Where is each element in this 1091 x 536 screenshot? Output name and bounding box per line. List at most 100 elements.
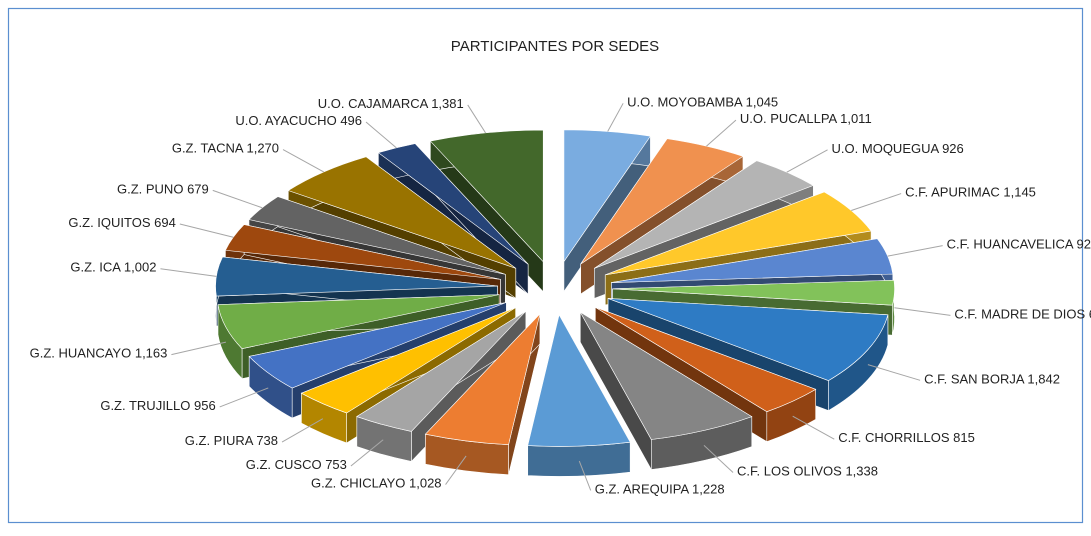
slice (580, 138, 744, 265)
category-name: U.O. AYACUCHO (235, 113, 336, 128)
value-label: 1,045 (746, 95, 779, 110)
leader-line (703, 445, 734, 473)
category-name: U.O. MOQUEGUA (832, 141, 940, 156)
data-label: G.Z. TACNA 1,270 (172, 141, 279, 156)
value-label: 679 (187, 182, 209, 197)
value-label: 738 (256, 433, 278, 448)
leader-line (219, 387, 269, 408)
category-name: G.Z. CHICLAYO (311, 476, 405, 491)
data-label: U.O. AYACUCHO 496 (235, 113, 362, 128)
leader-line (365, 121, 397, 149)
value-label: 815 (953, 431, 975, 446)
data-label: U.O. MOYOBAMBA 1,045 (627, 95, 778, 110)
category-name: G.Z. TACNA (172, 141, 244, 156)
category-name: C.F. CHORRILLOS (838, 431, 950, 446)
category-name: C.F. MADRE DE DIOS (954, 307, 1085, 322)
leader-line (179, 223, 234, 238)
value-label: 926 (942, 141, 964, 156)
leader-line (894, 307, 951, 316)
category-name: G.Z. PUNO (117, 182, 183, 197)
value-label: 496 (340, 113, 362, 128)
slice (429, 129, 544, 263)
value-label: 1,002 (124, 260, 157, 275)
data-label: G.Z. AREQUIPA 1,228 (595, 482, 725, 497)
leader-line (282, 149, 324, 173)
value-label: 922 (1076, 237, 1091, 252)
leader-line (578, 460, 592, 491)
leader-line (867, 364, 921, 381)
data-label: G.Z. CUSCO 753 (246, 457, 347, 472)
data-label: C.F. HUANCAVELICA 922 (947, 237, 1091, 252)
slice (356, 310, 527, 432)
category-name: U.O. MOYOBAMBA (627, 95, 743, 110)
data-label: G.Z. CHICLAYO 1,028 (311, 476, 442, 491)
value-label: 1,011 (840, 112, 872, 127)
data-label: C.F. MADRE DE DIOS 636 (954, 307, 1091, 322)
category-name: U.O. CAJAMARCA (318, 96, 429, 111)
data-label: G.Z. PUNO 679 (117, 182, 209, 197)
data-label: U.O. CAJAMARCA 1,381 (318, 96, 464, 111)
slice (605, 191, 872, 276)
value-label: 1,381 (431, 96, 464, 111)
value-label: 1,270 (246, 141, 279, 156)
leader-line (792, 415, 835, 440)
category-name: G.Z. ICA (70, 260, 121, 275)
leader-line (607, 103, 624, 132)
slice (224, 224, 501, 280)
data-label: U.O. MOQUEGUA 926 (832, 141, 964, 156)
data-label: C.F. APURIMAC 1,145 (905, 185, 1036, 200)
slice (595, 306, 817, 412)
category-name: C.F. APURIMAC (905, 185, 1000, 200)
leader-line (887, 245, 943, 257)
category-name: U.O. PUCALLPA (740, 112, 838, 127)
value-label: 753 (325, 457, 347, 472)
slice (300, 307, 516, 414)
leader-line (706, 119, 737, 147)
slice (579, 311, 753, 440)
data-label: C.F. SAN BORJA 1,842 (924, 372, 1060, 387)
leader-line (281, 418, 324, 443)
slice (612, 279, 895, 306)
data-label: U.O. PUCALLPA 1,011 (740, 112, 872, 127)
category-name: G.Z. CUSCO (246, 457, 322, 472)
category-name: G.Z. PIURA (185, 433, 254, 448)
slice (424, 312, 541, 446)
value-label: 636 (1089, 307, 1091, 322)
value-label: 1,163 (135, 346, 168, 361)
chart-title: PARTICIPANTES POR SEDES (451, 38, 659, 55)
category-name: G.Z. IQUITOS (68, 215, 150, 230)
category-name: C.F. HUANCAVELICA (947, 237, 1074, 252)
slice-side (527, 441, 631, 477)
category-name: G.Z. TRUJILLO (100, 398, 190, 413)
slice (527, 313, 631, 447)
value-label: 1,842 (1027, 372, 1060, 387)
slice (248, 302, 507, 389)
value-label: 1,028 (409, 476, 442, 491)
leader-line (445, 455, 467, 485)
leader-line (160, 268, 217, 277)
leader-line (467, 104, 486, 134)
category-name: C.F. LOS OLIVOS (737, 464, 842, 479)
data-label: G.Z. ICA 1,002 (70, 260, 156, 275)
data-label: C.F. CHORRILLOS 815 (838, 431, 975, 446)
leader-line (350, 439, 384, 467)
data-label: C.F. LOS OLIVOS 1,338 (737, 464, 878, 479)
slice (611, 238, 894, 283)
slice (215, 256, 498, 297)
value-label: 1,228 (692, 482, 725, 497)
slice (563, 129, 651, 263)
data-label: G.Z. PIURA 738 (185, 433, 278, 448)
value-label: 956 (194, 398, 216, 413)
category-name: C.F. SAN BORJA (924, 372, 1025, 387)
category-name: G.Z. AREQUIPA (595, 482, 690, 497)
data-label: G.Z. TRUJILLO 956 (100, 398, 215, 413)
value-label: 1,338 (845, 464, 878, 479)
slice (607, 298, 889, 381)
leader-line (171, 341, 227, 356)
pie (215, 129, 895, 477)
leader-line (786, 149, 828, 173)
slice (248, 196, 506, 275)
leader-line (212, 189, 263, 209)
